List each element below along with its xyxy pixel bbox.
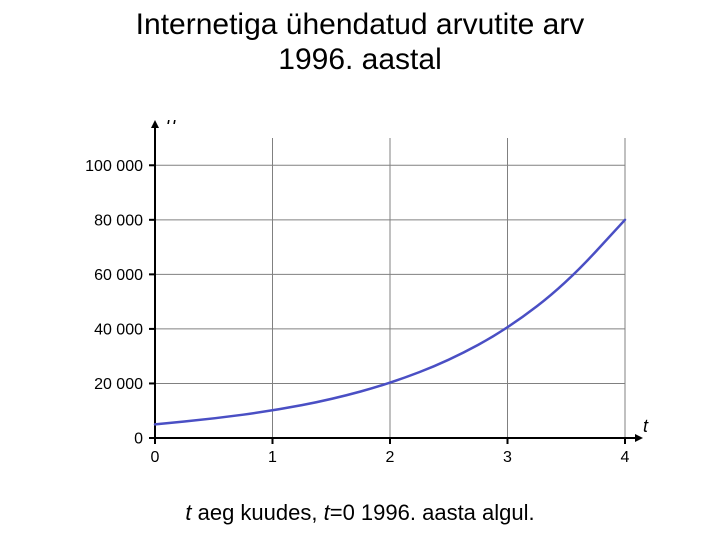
line-chart: 01234020 00040 00060 00080 000100 000nt (60, 120, 660, 480)
caption-mid: aeg kuudes, (192, 500, 324, 525)
svg-text:0: 0 (151, 449, 160, 466)
page-title: Internetiga ühendatud arvutite arv 1996.… (40, 8, 680, 77)
svg-text:80 000: 80 000 (94, 212, 143, 229)
svg-text:n: n (167, 120, 177, 128)
slide: Internetiga ühendatud arvutite arv 1996.… (0, 0, 720, 540)
svg-text:2: 2 (386, 449, 395, 466)
svg-text:100 000: 100 000 (85, 158, 143, 175)
svg-text:1: 1 (268, 449, 277, 466)
caption: t aeg kuudes, t=0 1996. aasta algul. (0, 500, 720, 526)
caption-suffix: =0 1996. aasta algul. (330, 500, 535, 525)
title-line-2: 1996. aastal (40, 43, 680, 78)
title-line-1: Internetiga ühendatud arvutite arv (40, 8, 680, 43)
svg-text:0: 0 (134, 431, 143, 448)
svg-text:4: 4 (621, 449, 630, 466)
svg-text:40 000: 40 000 (94, 322, 143, 339)
svg-text:60 000: 60 000 (94, 267, 143, 284)
svg-text:3: 3 (503, 449, 512, 466)
svg-text:20 000: 20 000 (94, 376, 143, 393)
chart-container: 01234020 00040 00060 00080 000100 000nt (60, 120, 660, 480)
